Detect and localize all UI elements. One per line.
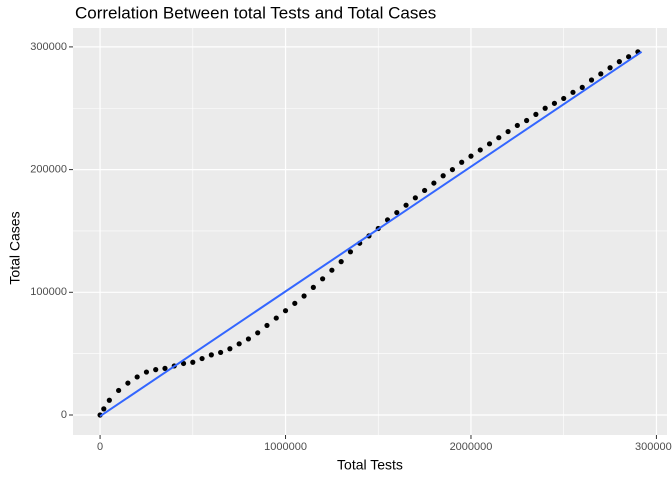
- point: [273, 315, 279, 321]
- point: [208, 352, 214, 358]
- point: [162, 365, 168, 371]
- point: [310, 284, 316, 290]
- point: [180, 360, 187, 367]
- point: [338, 259, 344, 265]
- point: [607, 65, 613, 71]
- y-axis-title: Total Cases: [7, 211, 23, 284]
- point: [282, 308, 289, 314]
- point: [134, 374, 140, 380]
- point: [496, 135, 502, 141]
- fit-line: [99, 50, 643, 418]
- x-tick-label: 0: [97, 441, 103, 453]
- point: [218, 349, 224, 356]
- point: [570, 89, 576, 95]
- point: [412, 195, 418, 201]
- point: [626, 54, 632, 60]
- y-tick-label: 200000: [30, 164, 67, 176]
- x-tick-label: 1000000: [264, 441, 307, 453]
- point: [301, 293, 307, 299]
- point: [505, 128, 511, 135]
- x-tick-label: 2000000: [450, 441, 493, 453]
- point: [588, 77, 595, 83]
- chart-title: Correlation Between total Tests and Tota…: [75, 3, 436, 22]
- point: [440, 173, 446, 179]
- point: [422, 187, 428, 194]
- point: [524, 117, 530, 124]
- point: [403, 202, 409, 208]
- point: [329, 267, 335, 273]
- point: [551, 100, 558, 106]
- point: [106, 397, 112, 403]
- point: [468, 153, 474, 159]
- y-tick-label: 0: [61, 409, 67, 421]
- point: [153, 367, 159, 373]
- point: [616, 59, 622, 65]
- point: [598, 71, 604, 77]
- point: [561, 95, 567, 102]
- point: [394, 209, 400, 216]
- point: [459, 159, 465, 165]
- point: [486, 141, 493, 147]
- y-tick-label: 300000: [30, 41, 67, 53]
- x-axis-title: Total Tests: [337, 457, 403, 473]
- point: [292, 300, 298, 306]
- point: [245, 336, 252, 342]
- point: [227, 346, 233, 352]
- point: [190, 359, 196, 365]
- point: [264, 322, 270, 329]
- point: [101, 406, 107, 412]
- point: [125, 380, 131, 386]
- point: [514, 122, 520, 129]
- point: [236, 341, 242, 347]
- point: [533, 111, 539, 117]
- point: [542, 105, 548, 111]
- y-tick-label: 100000: [30, 286, 67, 298]
- point: [255, 330, 261, 336]
- point: [477, 147, 483, 153]
- point: [347, 249, 354, 255]
- point: [199, 355, 205, 362]
- point: [579, 84, 585, 90]
- point: [320, 276, 326, 282]
- point: [431, 180, 437, 186]
- point: [449, 166, 456, 173]
- point: [116, 387, 122, 394]
- point: [143, 369, 150, 375]
